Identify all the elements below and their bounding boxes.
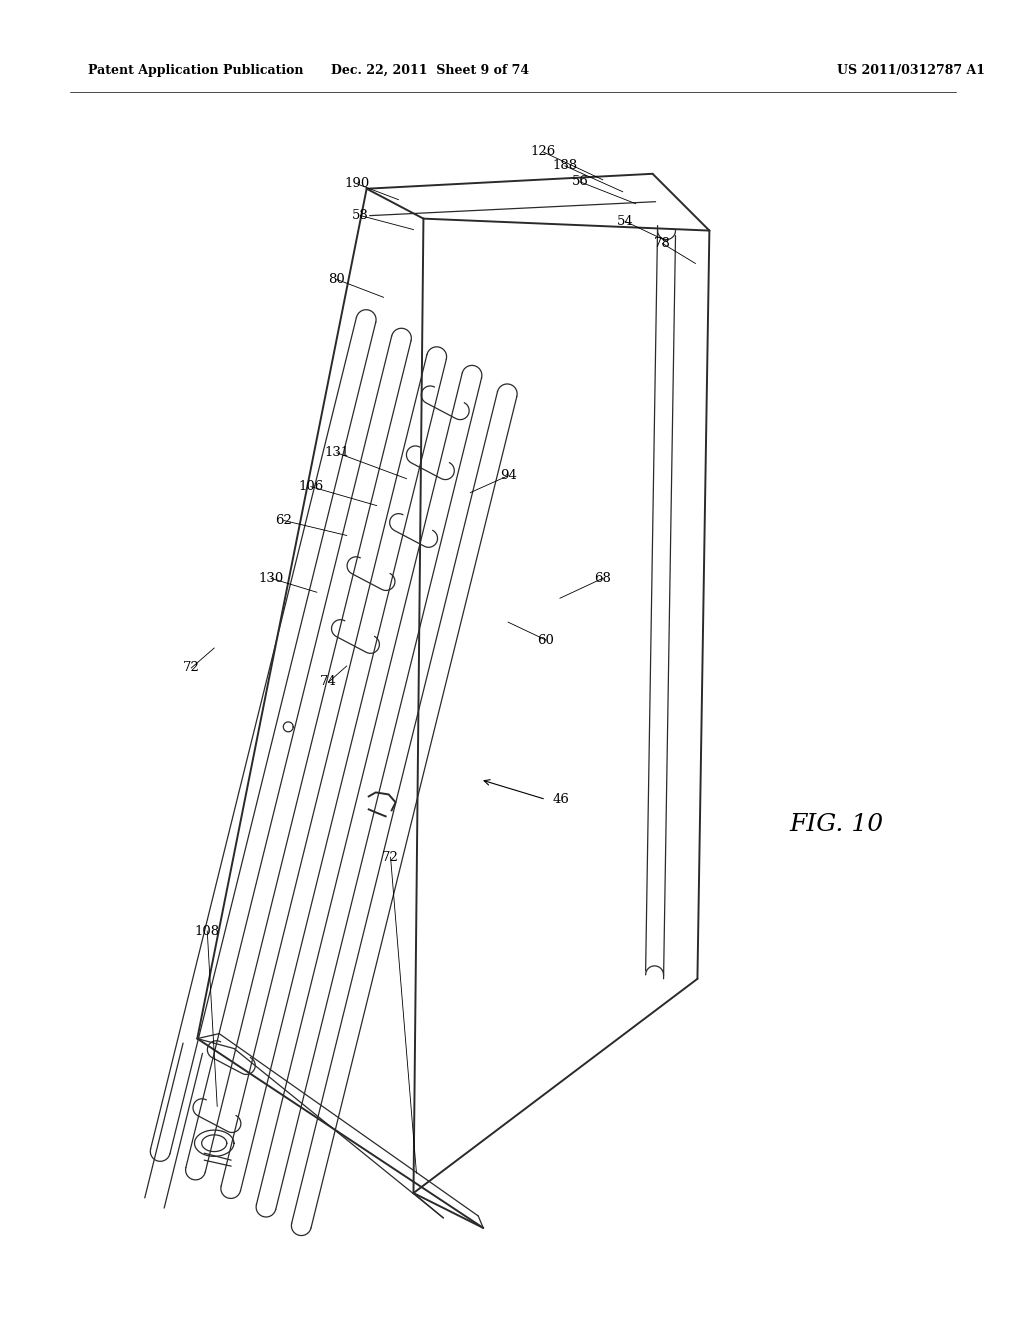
Text: 68: 68 <box>594 572 611 585</box>
Text: 54: 54 <box>617 215 634 228</box>
Text: 130: 130 <box>258 572 284 585</box>
Text: 80: 80 <box>329 273 345 286</box>
Text: 106: 106 <box>298 480 324 494</box>
Text: 46: 46 <box>553 793 569 807</box>
Text: 72: 72 <box>183 661 200 675</box>
Text: FIG. 10: FIG. 10 <box>790 813 884 836</box>
Text: 131: 131 <box>325 446 349 459</box>
Text: 190: 190 <box>344 177 370 190</box>
Text: 126: 126 <box>530 145 556 158</box>
Text: 60: 60 <box>538 634 554 647</box>
Text: 62: 62 <box>275 513 293 527</box>
Text: 72: 72 <box>382 851 399 863</box>
Text: 94: 94 <box>500 469 516 482</box>
Text: 56: 56 <box>571 176 589 189</box>
Text: Patent Application Publication: Patent Application Publication <box>88 65 303 77</box>
Text: 188: 188 <box>552 160 578 173</box>
Text: 108: 108 <box>195 924 220 937</box>
Text: Dec. 22, 2011  Sheet 9 of 74: Dec. 22, 2011 Sheet 9 of 74 <box>332 65 529 77</box>
Text: 58: 58 <box>352 209 369 222</box>
Text: 78: 78 <box>654 238 671 249</box>
Text: 74: 74 <box>321 676 337 689</box>
Text: US 2011/0312787 A1: US 2011/0312787 A1 <box>837 65 985 77</box>
